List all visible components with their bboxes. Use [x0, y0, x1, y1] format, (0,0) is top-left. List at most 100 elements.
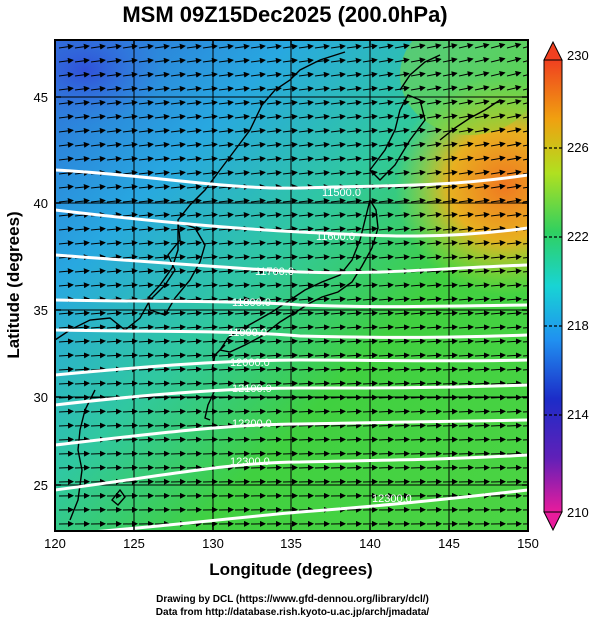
wind-arrow: [138, 450, 154, 457]
wind-arrow: [490, 408, 506, 415]
wind-arrow: [442, 310, 458, 317]
wind-arrow: [506, 352, 522, 359]
wind-arrow: [234, 141, 250, 148]
wind-arrow: [458, 324, 474, 331]
wind-arrow: [410, 183, 426, 190]
wind-arrow: [490, 169, 506, 176]
wind-arrow: [490, 282, 506, 289]
wind-arrow: [490, 113, 506, 120]
wind-arrow: [362, 422, 378, 429]
wind-arrow: [122, 464, 138, 471]
wind-arrow: [234, 352, 250, 359]
wind-arrow: [58, 422, 74, 429]
wind-arrow: [362, 254, 378, 261]
wind-arrow: [106, 99, 122, 106]
wind-arrow: [474, 113, 490, 120]
wind-arrow: [506, 338, 522, 345]
wind-arrow: [314, 127, 330, 134]
wind-arrow: [202, 310, 218, 317]
wind-arrow: [154, 268, 170, 275]
wind-arrow: [426, 127, 442, 134]
wind-arrow: [522, 467, 528, 469]
wind-arrow: [330, 450, 346, 457]
wind-arrow: [186, 422, 202, 429]
wind-arrow: [458, 464, 474, 471]
wind-arrow: [282, 43, 298, 50]
wind-arrow: [314, 169, 330, 176]
wind-vectors: [58, 42, 528, 527]
wind-arrow: [458, 183, 474, 190]
y-tick-labels: 25 30 35 40 45: [34, 90, 48, 493]
wind-arrow: [282, 57, 298, 64]
wind-arrow: [330, 254, 346, 261]
wind-arrow: [394, 296, 410, 303]
colorbar-tick-labels: 230 226 222 218 214 210: [567, 48, 589, 520]
wind-arrow: [426, 436, 442, 443]
wind-arrow: [410, 422, 426, 429]
wind-arrow: [362, 436, 378, 443]
x-tick-label: 135: [280, 536, 302, 551]
wind-arrow: [138, 85, 154, 92]
wind-arrow: [314, 296, 330, 303]
wind-arrow: [330, 324, 346, 331]
wind-arrow: [362, 71, 378, 78]
wind-arrow: [282, 324, 298, 331]
wind-arrow: [426, 85, 442, 92]
wind-arrow: [394, 71, 410, 78]
wind-arrow: [234, 380, 250, 387]
wind-arrow: [426, 464, 442, 471]
wind-arrow: [506, 450, 522, 457]
wind-arrow: [138, 127, 154, 134]
wind-arrow: [186, 366, 202, 373]
wind-arrow: [122, 198, 138, 205]
wind-arrow: [362, 296, 378, 303]
wind-arrow: [362, 127, 378, 134]
wind-arrow: [506, 310, 522, 317]
wind-arrow: [458, 394, 474, 401]
wind-arrow: [410, 43, 426, 50]
wind-arrow: [202, 408, 218, 415]
wind-arrow: [426, 352, 442, 359]
wind-arrow: [74, 71, 90, 78]
wind-arrow: [202, 338, 218, 345]
wind-arrow: [522, 439, 528, 441]
wind-arrow: [138, 169, 154, 176]
wind-arrow: [266, 198, 282, 205]
wind-arrow: [106, 71, 122, 78]
wind-arrow: [234, 254, 250, 261]
wind-arrow: [490, 225, 506, 232]
wind-arrow: [298, 99, 314, 106]
wind-arrow: [154, 57, 170, 64]
wind-arrow: [218, 155, 234, 162]
wind-arrow: [346, 352, 362, 359]
wind-arrow: [170, 408, 186, 415]
wind-arrow: [234, 310, 250, 317]
wind-arrow: [186, 268, 202, 275]
wind-arrow: [522, 130, 528, 133]
wind-arrow: [442, 352, 458, 359]
wind-arrow: [426, 324, 442, 331]
wind-arrow: [154, 422, 170, 429]
wind-arrow: [522, 200, 528, 203]
colorbar-tick-label: 218: [567, 318, 589, 333]
wind-arrow: [218, 141, 234, 148]
wind-arrow: [298, 57, 314, 64]
wind-arrow: [90, 240, 106, 247]
wind-arrow: [378, 113, 394, 120]
wind-arrow: [442, 254, 458, 261]
wind-arrow: [154, 324, 170, 331]
wind-arrow: [122, 380, 138, 387]
wind-arrow: [202, 57, 218, 64]
wind-arrow: [346, 212, 362, 219]
wind-arrow: [474, 310, 490, 317]
wind-arrow: [522, 214, 528, 217]
wind-arrow: [106, 127, 122, 134]
wind-arrow: [298, 310, 314, 317]
wind-arrow: [90, 127, 106, 134]
wind-arrow: [186, 450, 202, 457]
wind-arrow: [490, 394, 506, 401]
wind-arrow: [378, 254, 394, 261]
wind-arrow: [522, 327, 528, 329]
wind-arrow: [138, 324, 154, 331]
wind-arrow: [138, 99, 154, 106]
